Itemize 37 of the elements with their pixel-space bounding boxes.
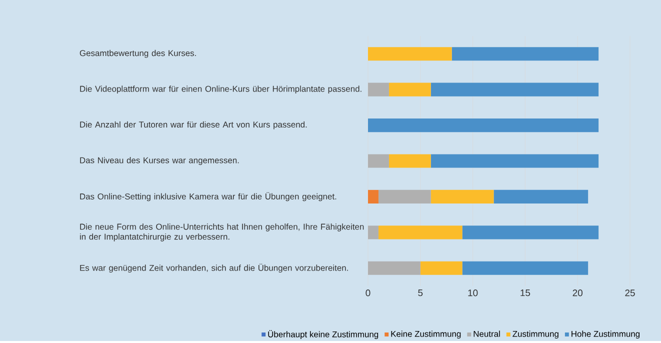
bar (368, 47, 452, 61)
legend-label: Überhaupt keine Zustimmung (268, 330, 378, 340)
y-tick-label: Die Anzahl der Tutoren war für diese Art von Kurs passend. (80, 121, 307, 130)
bar (368, 82, 389, 96)
bar (368, 226, 378, 240)
bar (388, 82, 431, 96)
bar (388, 154, 431, 168)
bar (378, 190, 431, 204)
legend-label: Neutral (474, 330, 500, 338)
bar (494, 190, 588, 204)
bar (452, 47, 599, 61)
bar (430, 82, 599, 96)
legend-label: Zustimmung (512, 330, 558, 339)
y-tick-label: Gesamtbewertung des Kurses. (80, 50, 196, 58)
bar (368, 190, 378, 204)
legend-label: Hohe Zustimmung (572, 330, 640, 339)
legend-label: Keine Zustimmung (391, 330, 461, 339)
x-tick-label: 15 (520, 290, 530, 296)
bar (430, 154, 599, 168)
y-tick-label: Die neue Form des Online-Unterrichts hat Ihnen geholfen, Ihre Fähigkeiten in der Implantatchirurgie zu verbessern. (80, 224, 364, 242)
y-tick-label: Das Online-Setting inklusive Kamera war für die Übungen geeignet. (80, 192, 336, 202)
y-tick-label: Die Videoplattform war für einen Online-Kurs über Hörimplantate passend. (80, 86, 362, 94)
bar (420, 261, 462, 276)
x-tick-label: 25 (625, 290, 635, 296)
y-tick-label: Es war genügend Zeit vorhanden, sich auf die Übungen vorzubereiten. (80, 264, 348, 273)
x-tick-label: 5 (418, 290, 423, 296)
bar (368, 154, 389, 168)
bar (368, 261, 420, 276)
bar (378, 226, 462, 240)
x-tick-label: 10 (468, 290, 478, 296)
bar (368, 118, 599, 132)
y-tick-label: Das Niveau des Kurses war angemessen. (80, 157, 239, 166)
x-tick-label: 0 (366, 290, 370, 296)
bar (462, 261, 588, 276)
bar (430, 190, 494, 204)
bar (462, 226, 599, 240)
x-tick-label: 20 (572, 290, 582, 296)
